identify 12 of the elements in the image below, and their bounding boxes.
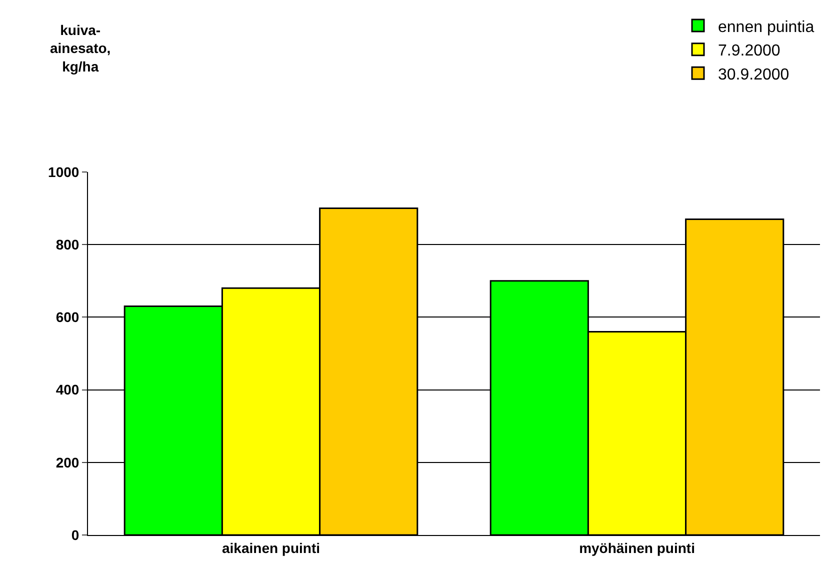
y-tick-label: 200 bbox=[56, 454, 80, 470]
y-tick-label: 800 bbox=[56, 236, 80, 252]
text: kuiva- ainesato, kg/ha bbox=[50, 22, 111, 74]
y-tick-label: 0 bbox=[71, 526, 80, 543]
legend-label: ennen puintia bbox=[718, 18, 814, 36]
legend-label: 30.9.2000 bbox=[718, 66, 790, 84]
y-tick-label: 400 bbox=[56, 382, 80, 398]
x-tick-label: aikainen puinti bbox=[222, 540, 320, 556]
y-tick-label: 600 bbox=[56, 309, 80, 326]
y-tick-label: 1000 bbox=[48, 164, 80, 180]
legend-label: 7.9.2000 bbox=[718, 42, 780, 60]
x-tick-label: myöhäinen puinti bbox=[579, 540, 695, 556]
